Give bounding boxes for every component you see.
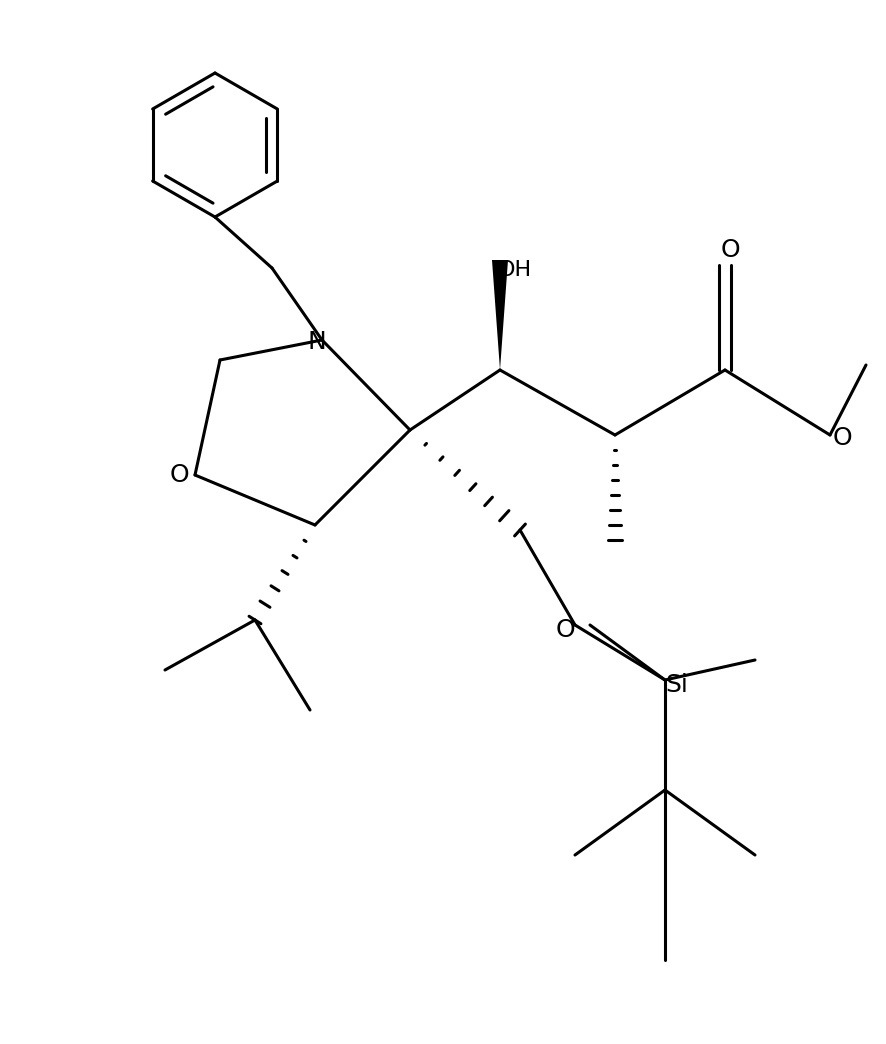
Text: O: O [832, 426, 851, 450]
Text: O: O [720, 238, 740, 262]
Text: O: O [169, 462, 189, 487]
Text: OH: OH [498, 260, 532, 280]
Polygon shape [492, 260, 508, 370]
Text: N: N [307, 330, 326, 354]
Text: O: O [556, 618, 575, 642]
Text: Si: Si [665, 673, 688, 697]
